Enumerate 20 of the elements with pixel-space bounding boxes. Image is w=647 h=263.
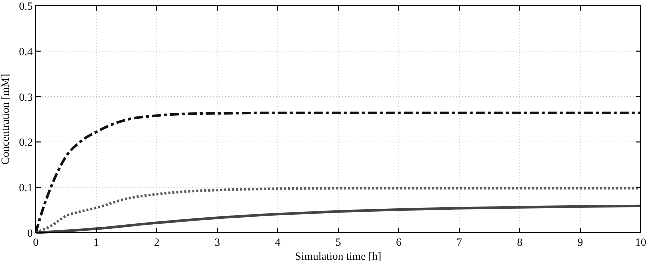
x-tick-label: 2 <box>154 237 160 249</box>
line-series <box>34 112 642 234</box>
x-tick-label: 7 <box>456 237 463 249</box>
x-tick-label: 10 <box>636 237 647 249</box>
y-axis-title: Concentration [mM] <box>0 74 12 165</box>
line-series <box>34 204 642 234</box>
y-tick-label: 0.3 <box>19 92 34 104</box>
x-axis-title: Simulation time [h] <box>295 251 382 263</box>
x-tick-label: 9 <box>578 237 584 249</box>
y-tick-label: 0.5 <box>19 1 34 13</box>
x-tick-label: 4 <box>275 237 282 249</box>
x-tick-label: 8 <box>517 237 524 249</box>
x-tick-label: 6 <box>396 237 402 249</box>
y-tick-label: 0.1 <box>19 182 33 195</box>
x-tick-label: 3 <box>214 237 221 249</box>
x-tick-label: 5 <box>336 237 342 249</box>
y-tick-label: 0 <box>28 228 34 240</box>
y-tick-label: 0.2 <box>19 137 33 150</box>
y-tick-label: 0.4 <box>19 46 34 58</box>
x-tick-label: 1 <box>94 237 100 249</box>
